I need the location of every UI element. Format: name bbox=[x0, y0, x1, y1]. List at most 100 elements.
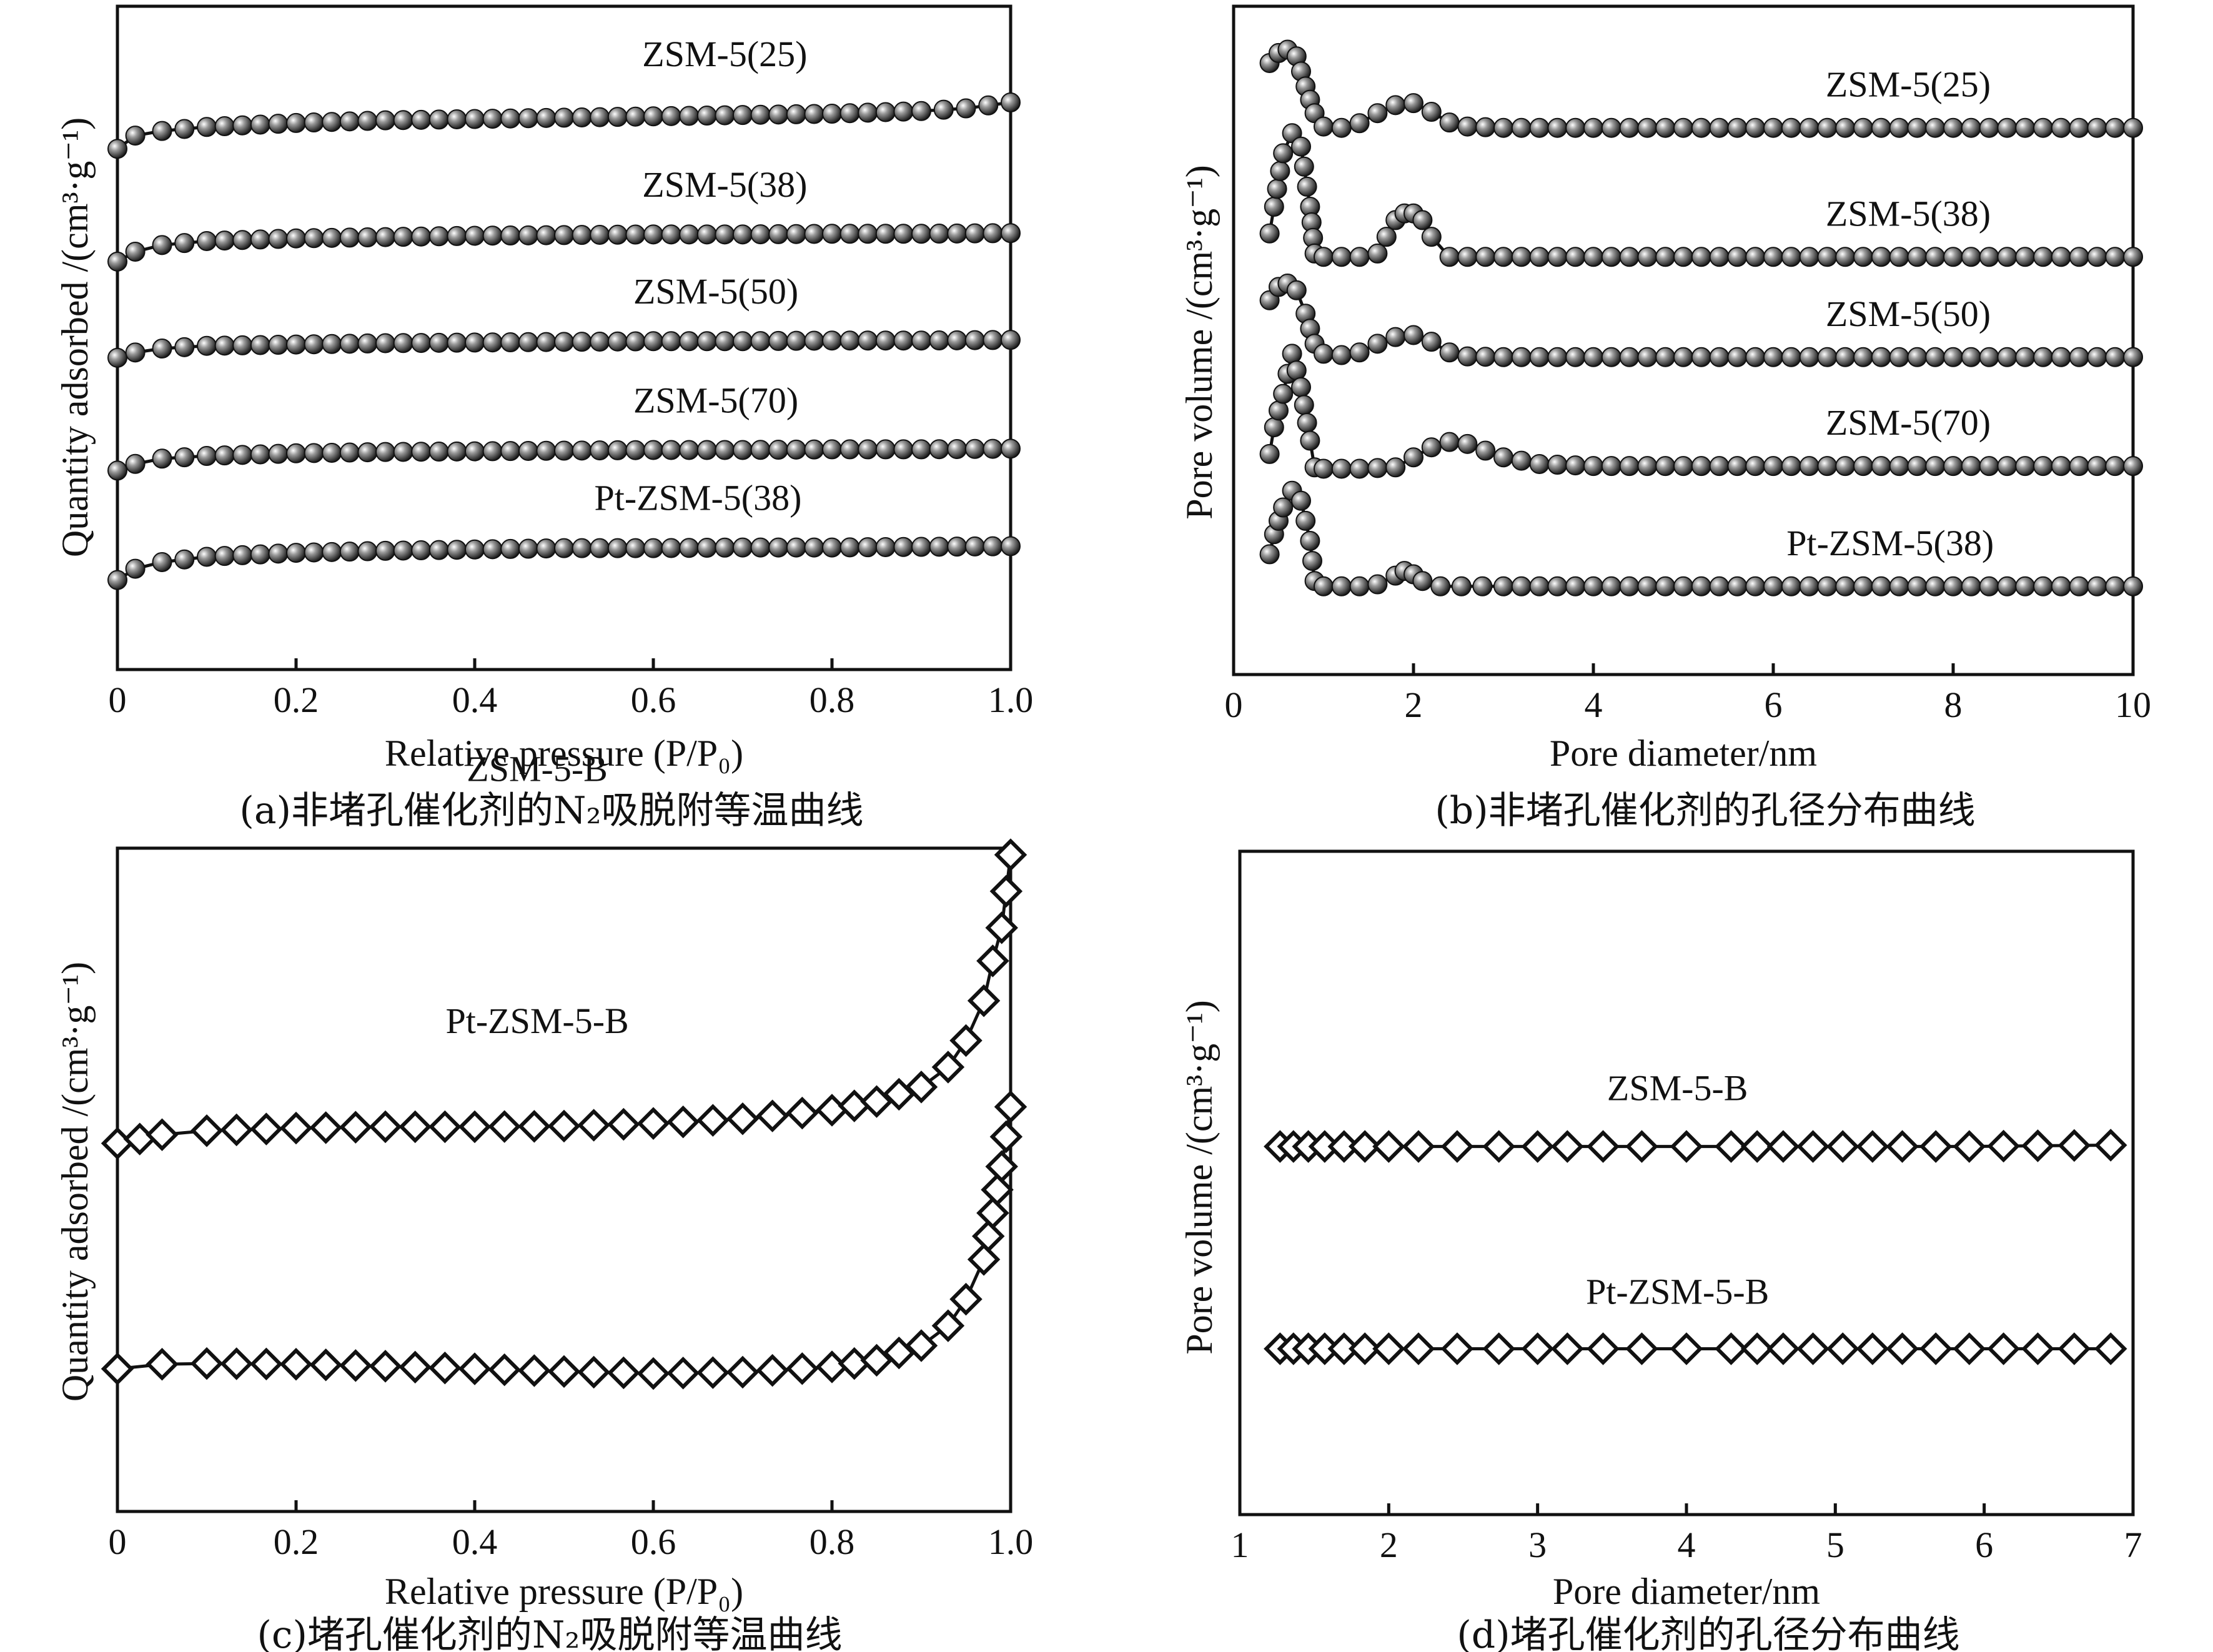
point-b-0-38 bbox=[1853, 117, 1873, 138]
point-c-0-1 bbox=[123, 1122, 156, 1155]
point-b-4-31 bbox=[1673, 576, 1693, 596]
point-a-1-31 bbox=[679, 224, 700, 245]
point-b-4-0 bbox=[1259, 544, 1280, 565]
x-tick-label-b-2: 4 bbox=[1585, 685, 1603, 725]
point-a-3-31 bbox=[679, 440, 700, 460]
point-d-0-25 bbox=[2021, 1129, 2054, 1162]
point-a-3-41 bbox=[858, 439, 878, 460]
point-d-0-14 bbox=[1670, 1130, 1703, 1163]
point-a-2-48 bbox=[983, 330, 1003, 350]
point-b-3-31 bbox=[1655, 456, 1676, 477]
point-a-3-49 bbox=[1001, 438, 1021, 459]
point-a-2-12 bbox=[339, 334, 360, 354]
point-b-4-22 bbox=[1511, 576, 1532, 596]
point-a-3-32 bbox=[696, 440, 717, 460]
series-label-c-1: Pt-ZSM-5-B bbox=[445, 1001, 628, 1041]
point-a-3-8 bbox=[268, 443, 289, 464]
point-b-4-40 bbox=[1835, 576, 1856, 596]
point-b-2-52 bbox=[2123, 347, 2143, 367]
point-a-1-42 bbox=[875, 224, 896, 244]
point-b-2-41 bbox=[1925, 347, 1946, 367]
point-a-2-39 bbox=[822, 330, 842, 351]
point-b-4-38 bbox=[1799, 576, 1819, 596]
point-b-1-60 bbox=[2105, 247, 2126, 267]
point-b-2-29 bbox=[1709, 347, 1730, 367]
point-a-1-41 bbox=[858, 224, 878, 244]
point-b-1-54 bbox=[1997, 247, 2017, 267]
series-line-b-3 bbox=[1268, 353, 2133, 470]
point-a-0-42 bbox=[875, 102, 896, 122]
point-a-2-30 bbox=[661, 331, 681, 352]
point-c-0-9 bbox=[369, 1110, 402, 1144]
point-b-3-52 bbox=[2033, 456, 2053, 477]
point-c-0-4 bbox=[220, 1113, 253, 1147]
point-c-0-25 bbox=[838, 1089, 871, 1122]
point-c-0-0 bbox=[101, 1127, 134, 1160]
point-c-1-12 bbox=[488, 1353, 521, 1387]
point-b-2-32 bbox=[1763, 347, 1783, 367]
point-b-1-55 bbox=[2015, 247, 2036, 267]
point-c-1-20 bbox=[726, 1355, 760, 1389]
point-a-0-11 bbox=[322, 112, 342, 132]
point-b-2-40 bbox=[1907, 347, 1928, 367]
point-a-0-19 bbox=[465, 109, 485, 129]
series-label-a-1: ZSM-5(38) bbox=[642, 164, 807, 205]
point-b-2-16 bbox=[1475, 347, 1496, 367]
series-label-d-1: Pt-ZSM-5-B bbox=[1586, 1272, 1769, 1312]
point-b-3-16 bbox=[1385, 457, 1406, 478]
point-d-0-8 bbox=[1440, 1130, 1474, 1163]
point-b-2-21 bbox=[1565, 347, 1586, 367]
point-b-3-51 bbox=[2015, 456, 2036, 477]
point-a-3-37 bbox=[786, 439, 806, 460]
point-a-0-34 bbox=[733, 105, 753, 126]
point-a-0-0 bbox=[107, 139, 127, 159]
point-a-0-22 bbox=[518, 108, 538, 129]
point-b-0-16 bbox=[1457, 116, 1478, 137]
point-a-1-7 bbox=[250, 229, 270, 250]
panel-b-xlabel: Pore diameter/nm bbox=[1550, 733, 1817, 774]
point-b-3-39 bbox=[1799, 456, 1819, 477]
point-a-2-3 bbox=[174, 337, 195, 357]
point-a-0-27 bbox=[607, 107, 628, 127]
point-b-2-7 bbox=[1314, 344, 1334, 364]
point-b-1-13 bbox=[1314, 247, 1334, 267]
point-a-3-23 bbox=[536, 440, 557, 461]
point-a-3-44 bbox=[911, 439, 931, 460]
point-b-2-42 bbox=[1943, 347, 1963, 367]
point-b-1-47 bbox=[1871, 247, 1891, 267]
point-a-1-39 bbox=[822, 224, 842, 244]
point-b-1-0 bbox=[1259, 223, 1280, 244]
point-b-1-61 bbox=[2123, 247, 2143, 267]
point-b-1-25 bbox=[1475, 247, 1496, 267]
point-a-0-32 bbox=[696, 106, 717, 126]
x-tick-label-a-5: 1.0 bbox=[988, 680, 1034, 720]
point-d-1-26 bbox=[2057, 1332, 2091, 1365]
point-a-0-3 bbox=[174, 119, 195, 139]
point-b-4-42 bbox=[1871, 576, 1891, 596]
point-a-2-11 bbox=[322, 334, 342, 354]
point-a-2-10 bbox=[304, 334, 324, 355]
series-label-a-3: ZSM-5(70) bbox=[633, 380, 798, 420]
point-b-0-48 bbox=[2033, 117, 2053, 138]
point-d-0-23 bbox=[1953, 1130, 1986, 1163]
point-b-3-10 bbox=[1300, 430, 1320, 451]
point-a-3-26 bbox=[590, 440, 610, 461]
point-a-0-36 bbox=[768, 104, 789, 125]
point-a-1-13 bbox=[357, 227, 378, 248]
point-a-2-16 bbox=[411, 333, 432, 354]
point-a-2-40 bbox=[839, 330, 860, 351]
point-a-4-20 bbox=[482, 539, 503, 560]
point-a-4-8 bbox=[268, 543, 289, 564]
point-a-2-5 bbox=[214, 335, 235, 356]
point-b-0-23 bbox=[1583, 117, 1603, 138]
point-a-1-29 bbox=[643, 224, 663, 245]
point-b-4-56 bbox=[2123, 576, 2143, 596]
point-b-3-46 bbox=[1925, 456, 1946, 477]
point-c-1-21 bbox=[756, 1353, 789, 1387]
point-d-0-20 bbox=[1856, 1130, 1889, 1163]
point-b-1-4 bbox=[1273, 143, 1294, 164]
point-a-2-36 bbox=[768, 330, 789, 351]
x-tick-label-d-6: 7 bbox=[2124, 1525, 2142, 1565]
point-d-1-18 bbox=[1796, 1332, 1829, 1365]
point-b-3-24 bbox=[1529, 453, 1550, 474]
